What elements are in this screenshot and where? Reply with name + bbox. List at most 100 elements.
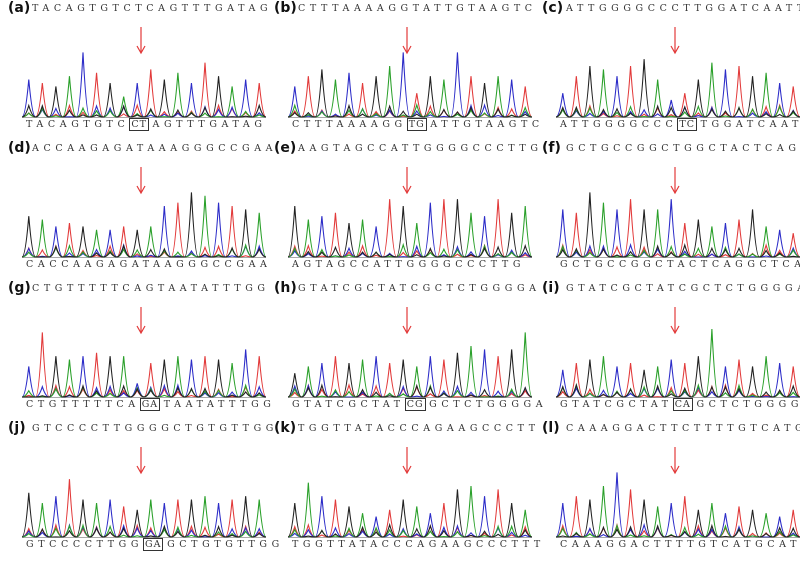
variant-box: GA xyxy=(139,398,161,411)
trace-line xyxy=(288,199,532,258)
variant-arrow-icon xyxy=(136,307,146,335)
reference-sequence: CTGTTTTTCAGTAATATTTGG xyxy=(32,283,270,294)
trace-line xyxy=(22,356,266,398)
trace-line xyxy=(556,499,800,538)
called-sequence: CTGTTTTTCA GA TAATATTTGG xyxy=(26,398,276,411)
called-sequence: GTCCCCTTGG GA GCTGTGTTGG xyxy=(26,538,284,551)
called-sequence: TGGTTATACCCAGAAGCCCTTT xyxy=(292,539,545,550)
panel-label: (h) xyxy=(274,280,297,296)
reference-sequence: TACAGTGTCTCAGTTTGATAG xyxy=(32,3,273,14)
variant-arrow-icon xyxy=(670,447,680,475)
reference-sequence: GTCCCCTTGGGGCTGTGTTGG xyxy=(32,423,278,434)
chromatogram-trace xyxy=(288,482,532,538)
panel-label: (f) xyxy=(542,140,561,156)
variant-arrow-icon xyxy=(402,447,412,475)
variant-arrow-icon xyxy=(402,167,412,195)
trace-line xyxy=(556,69,800,118)
trace-line xyxy=(288,65,532,118)
called-sequence: GTATCGCTATCAGCTCTGGGGA xyxy=(560,398,800,411)
sequence-prefix: GTATCGCTAT xyxy=(292,399,405,410)
sequence-prefix: TGGTTATACCCAGAAGCCCTTT xyxy=(292,539,545,550)
panel-label: (b) xyxy=(274,0,297,16)
variant-box: TC xyxy=(677,118,697,131)
reference-sequence: ACCAAGAGATAAAGGGCCGAA xyxy=(32,143,278,154)
sequence-prefix: GTATCGCTAT xyxy=(560,399,673,410)
trace-line xyxy=(556,485,800,538)
panel-c: (c) ATTGGGGCCCTTGGATCAATT ATTGGGGCCC TC TGGA… xyxy=(538,0,800,140)
variant-arrow-icon xyxy=(670,307,680,335)
sequence-prefix: CTGTTTTTCA xyxy=(26,399,140,410)
trace-line xyxy=(22,72,266,118)
trace-line xyxy=(288,356,532,398)
trace-line xyxy=(288,202,532,258)
panel-a: (a) TACAGTGTCTCAGTTTGATAG TACAGTGTC CT AGTTT… xyxy=(4,0,270,140)
panel-l: (l) CAAAGGACTTCTTTTGTCATG CAAAGGACTTTTGTCA… xyxy=(538,420,800,560)
trace-line xyxy=(288,489,532,538)
chromatogram-trace xyxy=(556,192,800,258)
panel-e: (e) AAGTAGCCATTGGGGCCCTTG AGTAGCCATTGGGGCC… xyxy=(270,140,538,280)
chromatogram-trace xyxy=(288,199,532,258)
sequence-prefix: AGTAGCCATTGGGGCCCTTG xyxy=(292,259,526,270)
sequence-prefix: CACCAAGAGATAAGGGCCGAA xyxy=(26,259,272,270)
panel-label: (l) xyxy=(542,420,560,436)
sequence-suffix: GCTCTGGGGA xyxy=(696,399,800,410)
reference-sequence: ATTGGGGCCCTTGGATCAATT xyxy=(566,3,800,14)
chromatogram-trace xyxy=(22,479,266,538)
chromatogram-trace xyxy=(556,328,800,398)
panel-k: (k) TGGTTATACCCAGAAGCCCTT TGGTTATACCCAGAAG… xyxy=(270,420,540,560)
panel-label: (c) xyxy=(542,0,564,16)
trace-line xyxy=(556,192,800,258)
called-sequence: CACCAAGAGATAAGGGCCGAA xyxy=(26,259,272,270)
chromatogram-trace xyxy=(22,52,266,118)
chromatogram-trace xyxy=(288,52,532,118)
variant-box: CT xyxy=(129,118,149,131)
panel-d: (d) ACCAAGAGATAAAGGGCCGAA CACCAAGAGATAAGGG… xyxy=(4,140,273,280)
trace-line xyxy=(288,489,532,538)
panel-i: (i) GTATCGCTATCGCTCTGGGGA GTATCGCTAT CA GCTC… xyxy=(538,280,800,420)
panel-b: (b) CTTTAAAAGGTATTGTAAGTC CTTTAAAAGG TG ATTG… xyxy=(270,0,539,140)
sequence-prefix: GCTGCCGGCTACTCAGGCTCA xyxy=(560,259,800,270)
trace-line xyxy=(288,349,532,398)
called-sequence: CTTTAAAAGG TG ATTGTAAGTC xyxy=(292,118,544,131)
trace-line xyxy=(288,199,532,258)
variant-box: CA xyxy=(672,398,693,411)
called-sequence: CAAAGGACTTTTGTCATGCAT xyxy=(560,539,800,550)
variant-arrow-icon xyxy=(670,167,680,195)
called-sequence: ATTGGGGCCCTCTGGATCAATT xyxy=(560,118,800,131)
trace-line xyxy=(22,496,266,538)
trace-line xyxy=(22,76,266,118)
sequence-prefix: CTTTAAAAGG xyxy=(292,119,407,130)
panel-j: (j) GTCCCCTTGGGGCTGTGTTGG GTCCCCTTGG GA GCTG… xyxy=(4,420,279,560)
trace-line xyxy=(288,52,532,118)
trace-line xyxy=(22,356,266,398)
panel-label: (e) xyxy=(274,140,297,156)
chromatogram-trace xyxy=(556,59,800,118)
panel-h: (h) GTATCGCTATCGCTCTGGGGA GTATCGCTAT CG GCTC… xyxy=(270,280,543,420)
trace-line xyxy=(556,359,800,398)
sequence-prefix: TACAGTGTC xyxy=(26,119,130,130)
variant-box: GA xyxy=(143,538,164,551)
trace-line xyxy=(22,202,266,258)
trace-line xyxy=(22,62,266,118)
called-sequence: GCTGCCGGCTACTCAGGCTCA xyxy=(560,259,800,270)
reference-sequence: AAGTAGCCATTGGGGCCCTTG xyxy=(298,143,543,154)
panel-g: (g) CTGTTTTTCAGTAATATTTGG CTGTTTTTCA GA TAAT… xyxy=(4,280,271,420)
variant-arrow-icon xyxy=(670,27,680,55)
sequence-prefix: ATTGGGGCCC xyxy=(560,119,678,130)
trace-line xyxy=(288,349,532,398)
chromatogram-trace xyxy=(22,192,266,258)
sequence-prefix: CAAAGGACTTTTGTCATGCAT xyxy=(560,539,800,550)
trace-line xyxy=(22,349,266,398)
trace-line xyxy=(556,59,800,118)
chromatogram-trace xyxy=(288,332,532,398)
called-sequence: TACAGTGTC CT AGTTTGATAG xyxy=(26,118,267,131)
panel-label: (i) xyxy=(542,280,560,296)
sequence-suffix: TAATATTTGG xyxy=(163,399,276,410)
reference-sequence: CTTTAAAAGGTATTGTAAGTC xyxy=(298,3,537,14)
variant-box: TG xyxy=(406,118,427,131)
panel-label: (j) xyxy=(8,420,26,436)
chromatogram-trace xyxy=(556,472,800,538)
trace-line xyxy=(288,482,532,538)
trace-line xyxy=(22,496,266,538)
trace-line xyxy=(288,69,532,118)
